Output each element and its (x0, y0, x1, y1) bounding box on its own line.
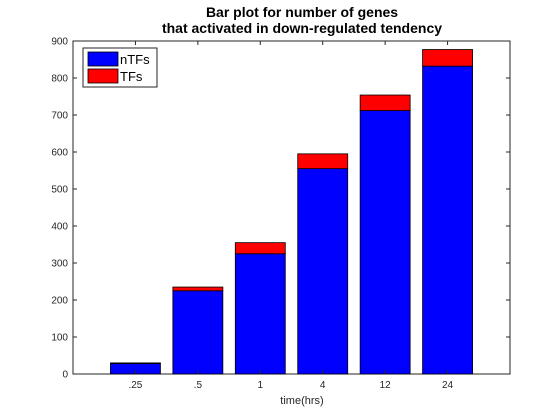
bar-tfs-3 (297, 153, 349, 170)
legend-label-ntfs: nTFs (120, 52, 150, 67)
y-tick-label: 0 (62, 370, 68, 381)
axes-box (72, 40, 511, 375)
plot-area: 0 100 200 300 400 500 600 700 800 900 .25 .5 1 4 12 24 (51, 37, 511, 391)
x-tick-label: 1 (258, 380, 264, 391)
x-tick-label: .25 (128, 380, 142, 391)
bar-ntfs-4 (359, 110, 411, 375)
y-tick-label: 400 (51, 222, 68, 233)
y-tick-label: 800 (51, 74, 68, 85)
legend-swatch-tfs (87, 68, 119, 84)
bar-ntfs-5 (422, 65, 473, 375)
bar-tfs-0 (110, 362, 161, 365)
bar-tfs-1 (172, 286, 224, 292)
y-tick-label: 700 (51, 111, 68, 122)
x-axis-label: time(hrs) (280, 395, 323, 407)
x-tick-label: 4 (320, 380, 326, 391)
x-tick-label: .5 (194, 380, 203, 391)
bar-ntfs-2 (234, 253, 286, 375)
y-tick-label: 300 (51, 259, 68, 270)
y-tick-label: 500 (51, 185, 68, 196)
bar-tfs-4 (359, 94, 411, 111)
bar-tfs-2 (234, 242, 286, 255)
y-tick-label: 100 (51, 333, 68, 344)
bar-ntfs-1 (172, 290, 224, 375)
chart-title-line-2: that activated in down-regulated tendenc… (162, 20, 442, 36)
bar-ntfs-3 (297, 168, 349, 375)
legend-swatch-ntfs (87, 51, 119, 67)
y-tick-label: 200 (51, 296, 68, 307)
x-tick-label: 24 (442, 380, 454, 391)
y-tick-label: 600 (51, 148, 68, 159)
y-tick-label: 900 (51, 37, 68, 48)
bar-tfs-5 (422, 49, 473, 67)
chart-title-line-1: Bar plot for number of genes (206, 4, 398, 20)
legend-label-tfs: TFs (120, 69, 143, 84)
x-tick-label: 12 (380, 380, 392, 391)
legend: nTFs TFs (82, 47, 158, 88)
